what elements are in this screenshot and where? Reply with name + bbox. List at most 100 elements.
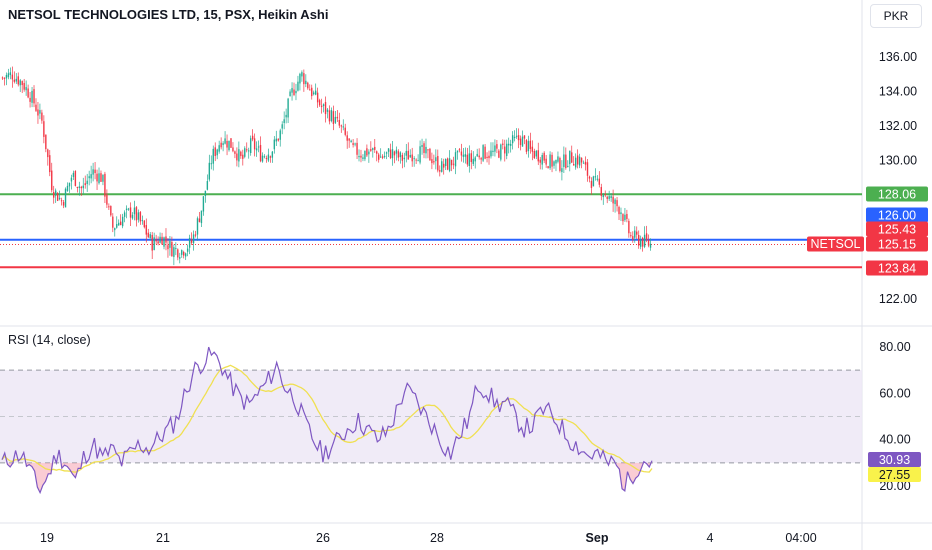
candle-body [198,218,201,222]
candle-body [490,150,492,157]
candle-body [626,213,628,220]
candle-body [161,236,163,245]
price-tick-label: 134.00 [879,85,917,99]
candle-body [433,161,435,163]
candle-body [220,142,222,148]
candle-body [236,153,238,161]
candle-body [305,80,307,85]
candle-body [248,150,250,152]
rsi-tick-label: 80.00 [879,340,910,354]
candle-body [628,221,630,234]
candle-body [488,155,490,159]
candle-body [352,143,354,145]
candle-body [110,206,112,216]
candle-body [576,155,579,165]
price-tick-label: 132.00 [879,119,917,133]
candle-body [313,92,315,95]
candle-body [328,110,331,122]
price-label-text: 128.06 [878,188,916,202]
candle-body [439,170,441,172]
candle-body [608,196,610,199]
candle-body [33,89,35,104]
candle-body [561,168,563,173]
candle-body [301,72,303,77]
candle-body [29,97,31,102]
candle-body [80,186,82,189]
candle-body [163,237,165,247]
candle-body [253,138,256,150]
candle-body [454,152,457,167]
candle-body [200,210,203,224]
candle-body [435,157,437,162]
candle-body [326,109,329,112]
candle-body [45,134,47,150]
candle-body [411,154,413,162]
candle-body [56,192,59,201]
candle-body [37,109,39,116]
candle-body [70,177,73,182]
candle-body [344,127,346,135]
candle-body [226,140,228,148]
candle-body [387,148,390,152]
candle-body [173,247,175,257]
candle-body [228,140,230,151]
time-axis-label: 19 [40,531,54,545]
candle-body [383,155,386,158]
candle-body [586,162,589,176]
candle-body [273,139,276,150]
candle-body [446,158,449,170]
candle-body [509,143,512,146]
candle-body [464,154,467,157]
candle-body [13,79,16,82]
candle-body [381,156,384,158]
candle-body [567,165,569,167]
candle-body [362,157,364,159]
candle-body [143,220,146,228]
candle-body [482,145,484,161]
candle-body [311,87,313,97]
candle-body [54,190,57,196]
chart-title: NETSOL TECHNOLOGIES LTD, 15, PSX, Heikin… [8,7,329,22]
candle-body [346,135,348,141]
candle-body [208,162,211,180]
candle-body [90,174,92,179]
price-label-badge [866,207,928,223]
candle-body [511,135,514,144]
candle-body [94,169,96,174]
candle-body [535,150,537,157]
candle-body [147,232,149,238]
candle-body [649,243,652,248]
candle-body [448,158,451,171]
ticker-label: NETSOL [810,237,860,251]
rsi-oversold-fill [7,462,652,493]
candle-body [141,220,144,222]
candle-body [622,214,624,222]
candle-body [102,174,104,182]
candle-body [108,206,110,208]
candle-body [630,235,632,237]
rsi-indicator-title[interactable]: RSI (14, close) [8,333,91,347]
candle-body [429,148,431,161]
candle-body [194,234,197,236]
currency-button[interactable]: PKR [870,4,922,28]
rsi-ma-badge [868,467,921,482]
candle-body [645,233,648,240]
candle-body [366,148,368,156]
candle-body [580,157,583,163]
candle-body [456,150,459,153]
candle-body [131,214,134,219]
candle-body [206,181,209,190]
candle-body [330,110,333,122]
candle-body [340,125,342,127]
rsi-ma-text: 27.55 [879,468,910,482]
candle-body [88,176,90,179]
candle-body [563,154,565,167]
candle-body [165,236,167,243]
candle-body [385,152,388,154]
candle-body [450,159,453,166]
candle-body [515,135,518,137]
candle-body [119,221,122,226]
candle-body [104,173,106,197]
candle-body [114,228,116,231]
